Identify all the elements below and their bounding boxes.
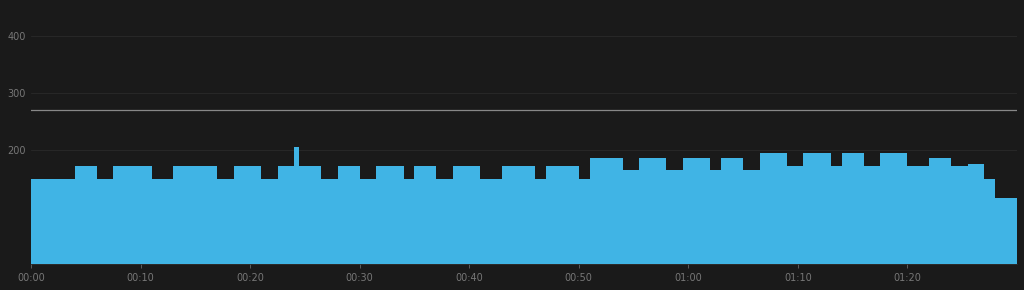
Bar (830, 166, 842, 264)
Bar (359, 180, 376, 264)
Bar (480, 180, 502, 264)
Bar (436, 180, 453, 264)
Bar (217, 180, 233, 264)
Bar (579, 180, 590, 264)
Bar (683, 158, 711, 264)
Bar (322, 180, 338, 264)
Bar (787, 166, 804, 264)
Bar (546, 166, 579, 264)
Bar (403, 180, 415, 264)
Bar (502, 166, 535, 264)
Bar (96, 180, 114, 264)
Bar (995, 198, 1017, 264)
Bar (743, 170, 760, 264)
Bar (75, 166, 96, 264)
Bar (294, 147, 299, 264)
Bar (760, 153, 787, 264)
Bar (951, 166, 968, 264)
Bar (415, 166, 436, 264)
Bar (930, 158, 951, 264)
Bar (863, 166, 880, 264)
Bar (907, 166, 930, 264)
Bar (278, 166, 294, 264)
Bar (152, 180, 173, 264)
Bar (711, 170, 721, 264)
Bar (338, 166, 359, 264)
Bar (804, 153, 830, 264)
Bar (173, 166, 217, 264)
Bar (984, 180, 995, 264)
Bar (721, 158, 743, 264)
Bar (114, 166, 152, 264)
Bar (880, 153, 907, 264)
Bar (639, 158, 667, 264)
Bar (376, 166, 403, 264)
Bar (31, 180, 75, 264)
Bar (590, 158, 623, 264)
Bar (968, 164, 984, 264)
Bar (842, 153, 863, 264)
Bar (453, 166, 480, 264)
Bar (233, 166, 261, 264)
Bar (667, 170, 683, 264)
Bar (623, 170, 639, 264)
Bar (535, 180, 546, 264)
Bar (299, 166, 322, 264)
Bar (261, 180, 278, 264)
